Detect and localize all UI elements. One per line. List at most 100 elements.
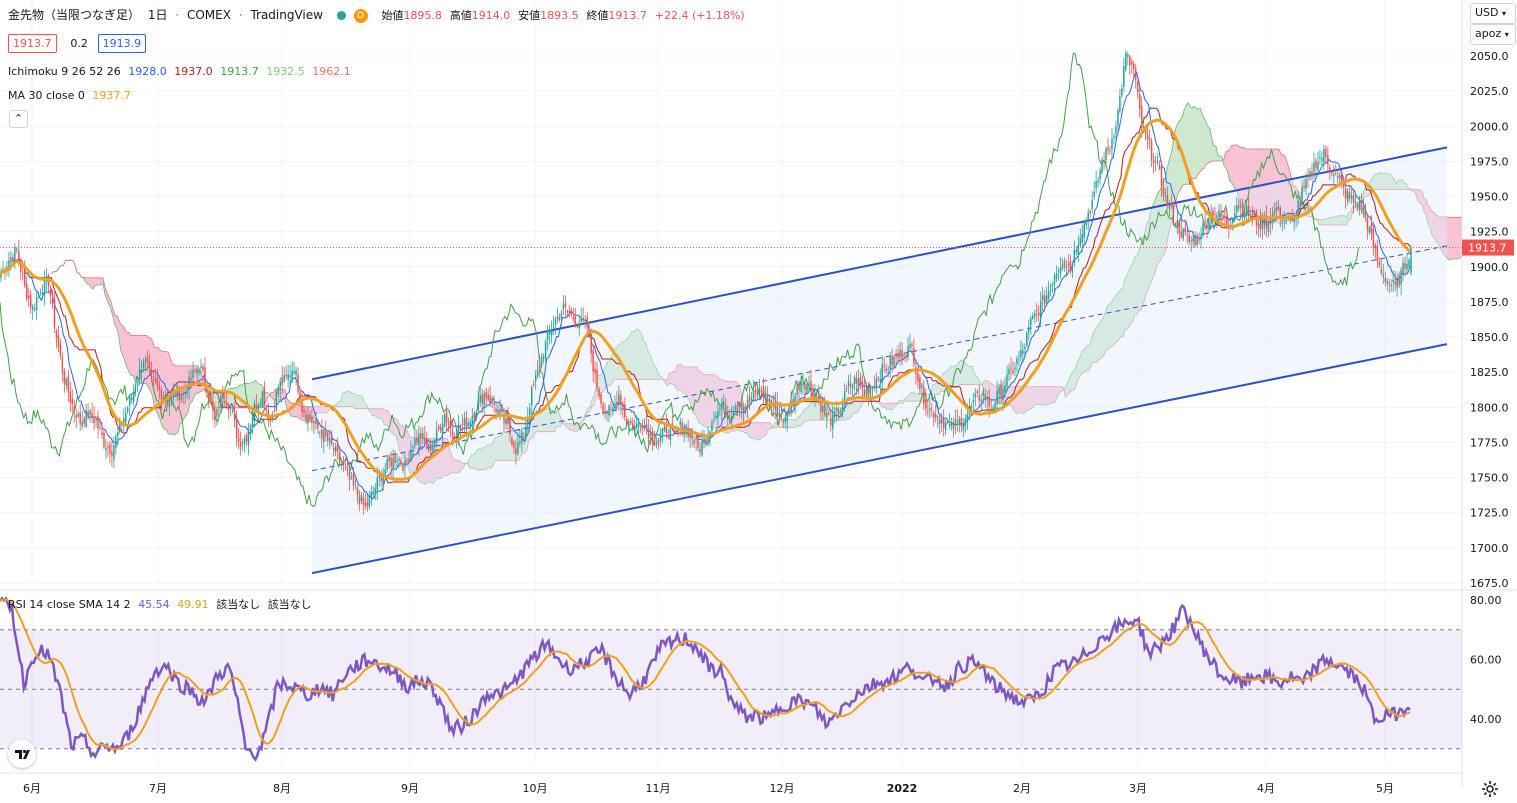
candle-body (1022, 350, 1024, 353)
candle-body (230, 407, 232, 409)
candle-body (422, 433, 424, 439)
candle-body (345, 467, 347, 468)
candle-body (598, 389, 600, 397)
candle-body (279, 381, 281, 389)
candle-body (1349, 192, 1351, 198)
candle-body (1248, 206, 1250, 216)
candle-body (1048, 290, 1050, 298)
cloud-segment (1218, 156, 1220, 161)
candle-body (713, 421, 715, 422)
cloud-segment (242, 384, 244, 408)
open-label: 始値 (381, 9, 403, 22)
candle-body (343, 462, 345, 465)
candle-body (373, 492, 375, 495)
candle-body (880, 379, 882, 380)
candle-body (418, 434, 420, 446)
candle-body (1175, 224, 1177, 225)
candle-body (1313, 163, 1315, 172)
candle-body (697, 436, 699, 448)
collapse-legend-button[interactable]: ⌃ (9, 110, 28, 128)
candle-body (1238, 205, 1240, 208)
candle-body (93, 416, 95, 423)
ichimoku-legend[interactable]: Ichimoku 9 26 52 26 1928.0 1937.0 1913.7… (8, 65, 355, 78)
cloud-segment (1456, 217, 1458, 259)
candle-body (937, 416, 939, 417)
chevron-down-icon: ▾ (1505, 30, 1509, 39)
candle-body (1307, 179, 1309, 180)
candle-body (30, 295, 32, 307)
candle-body (70, 392, 72, 402)
chart-settings-button[interactable] (1480, 779, 1500, 799)
candle-body (1190, 240, 1192, 241)
tradingview-logo-icon (8, 740, 36, 768)
candle-body (850, 384, 852, 385)
bid-ask-row: 1913.7 0.2 1913.9 (8, 34, 150, 53)
candle-body (533, 384, 535, 385)
candle-body (1408, 260, 1410, 267)
candle-body (763, 387, 765, 396)
candle-body (917, 373, 919, 381)
candle-body (83, 418, 85, 423)
candle-body (802, 384, 804, 385)
candle-body (745, 407, 747, 410)
cloud-segment (127, 332, 129, 370)
candle-body (864, 389, 866, 395)
candle-body (1105, 149, 1107, 161)
candle-body (1317, 162, 1319, 170)
candle-body (596, 370, 598, 389)
candle-body (731, 416, 733, 421)
cloud-segment (1460, 217, 1462, 258)
candle-body (579, 325, 581, 328)
candle-body (131, 397, 133, 400)
candle-body (101, 432, 103, 435)
spread-value: 0.2 (70, 37, 88, 50)
candle-body (1018, 357, 1020, 358)
candle-body (26, 284, 28, 299)
candle-body (555, 319, 557, 324)
candle-body (1155, 160, 1157, 161)
candle-body (646, 424, 648, 429)
change-value: +22.4 (+1.18%) (655, 9, 745, 22)
candle-body (1345, 189, 1347, 199)
candle-body (192, 370, 194, 378)
cloud-segment (1236, 145, 1238, 193)
candle-body (1244, 214, 1246, 217)
candle-body (1107, 147, 1109, 150)
candle-body (975, 394, 977, 397)
candle-body (604, 411, 606, 412)
open-value: 1895.8 (403, 9, 442, 22)
symbol-name[interactable]: 金先物（当限つなぎ足） (8, 8, 140, 22)
candle-body (394, 454, 396, 463)
candle-body (1030, 318, 1032, 325)
candle-body (155, 379, 157, 381)
candle-body (337, 443, 339, 451)
scale-select[interactable]: apoz ▾ (1470, 24, 1516, 45)
candle-body (602, 404, 604, 413)
candle-body (1014, 367, 1016, 369)
candle-body (276, 391, 278, 410)
candle-body (1208, 222, 1210, 230)
candle-body (1371, 224, 1373, 232)
candle-body (1131, 61, 1133, 64)
cloud-segment (97, 278, 99, 285)
rsi-na-2: 該当なし (268, 598, 312, 611)
tradingview-logo[interactable] (8, 740, 36, 768)
ma-legend[interactable]: MA 30 close 0 1937.7 (8, 89, 135, 102)
buy-price-box[interactable]: 1913.9 (98, 34, 147, 53)
candle-body (260, 404, 262, 406)
candle-body (1097, 180, 1099, 182)
rsi-legend[interactable]: RSI 14 close SMA 14 2 45.54 49.91 該当なし 該… (8, 596, 316, 612)
candle-body (89, 411, 91, 415)
candle-body (759, 389, 761, 395)
cloud-segment (1192, 107, 1194, 179)
candle-body (481, 394, 483, 403)
price-tick-label: 1850.0 (1470, 331, 1509, 344)
sell-price-box[interactable]: 1913.7 (8, 34, 57, 53)
candle-body (1111, 139, 1113, 149)
interval-label[interactable]: 1日 (148, 8, 168, 22)
candle-body (236, 419, 238, 439)
candle-body (446, 411, 448, 423)
currency-select[interactable]: USD ▾ (1470, 3, 1516, 24)
candle-body (91, 413, 93, 418)
